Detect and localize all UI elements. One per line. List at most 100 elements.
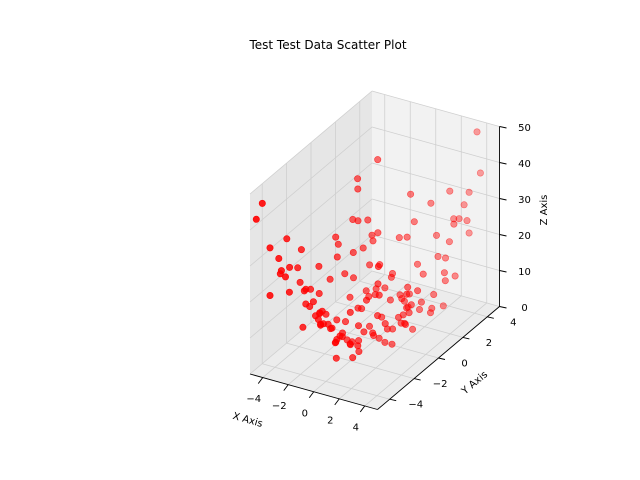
data-point	[410, 218, 418, 226]
data-point	[299, 323, 307, 331]
data-point	[266, 291, 274, 299]
z-tick	[499, 162, 507, 165]
data-point	[296, 278, 304, 286]
grid-line-z-back	[371, 198, 500, 235]
x-axis-label: X Axis	[231, 411, 264, 430]
data-point	[319, 320, 327, 328]
data-point	[417, 298, 425, 306]
z-tick	[499, 270, 507, 273]
z-axis-label: Z Axis	[539, 195, 550, 226]
data-point	[354, 322, 362, 330]
data-point	[465, 229, 473, 237]
data-point	[407, 190, 415, 198]
data-point	[359, 244, 367, 252]
data-point	[314, 315, 322, 323]
data-point	[450, 215, 458, 223]
data-point	[397, 319, 405, 327]
data-point	[441, 277, 449, 285]
data-point	[258, 199, 266, 207]
data-point	[315, 262, 323, 270]
data-point	[414, 287, 422, 295]
y-tick	[413, 378, 421, 381]
data-point	[381, 284, 389, 292]
data-point	[332, 233, 340, 241]
data-point	[294, 264, 302, 272]
data-point	[297, 246, 305, 254]
y-tick-label: −2	[433, 379, 448, 390]
data-point	[346, 341, 354, 349]
grid-line-z-back	[371, 90, 500, 127]
data-point	[281, 273, 289, 281]
x-tick	[334, 398, 340, 406]
data-point	[375, 291, 383, 299]
data-point	[465, 188, 473, 196]
data-point	[432, 231, 440, 239]
z-tick	[499, 306, 507, 309]
data-point	[374, 262, 382, 270]
data-point	[455, 215, 463, 223]
data-point	[349, 216, 357, 224]
data-point	[333, 253, 341, 261]
data-point	[354, 342, 362, 350]
z-tick-label: 30	[518, 195, 531, 206]
data-point	[419, 270, 427, 278]
data-point	[369, 237, 377, 245]
data-point	[387, 273, 395, 281]
x-tick	[283, 384, 289, 391]
data-point	[354, 304, 362, 312]
data-point	[326, 275, 334, 283]
data-point	[309, 298, 317, 306]
data-point	[368, 231, 376, 239]
data-point	[415, 305, 423, 313]
y-tick	[462, 336, 470, 340]
data-point	[334, 240, 342, 248]
y-tick	[389, 398, 397, 402]
data-point	[355, 347, 363, 355]
data-point	[315, 289, 323, 297]
data-point	[349, 274, 357, 282]
y-tick-label: 2	[486, 338, 492, 349]
z-tick-label: 40	[518, 159, 531, 170]
data-point	[403, 304, 411, 312]
x-tick-label: −2	[272, 401, 287, 412]
x-tick	[257, 377, 264, 384]
data-point	[439, 302, 447, 310]
data-point	[404, 283, 412, 291]
grid-line-z-side	[249, 198, 373, 303]
y-tick	[487, 316, 494, 319]
data-point	[266, 244, 274, 252]
z-tick-label: 50	[518, 123, 531, 134]
data-point	[365, 322, 373, 330]
z-tick	[499, 234, 507, 237]
y-tick-label: 0	[461, 359, 467, 370]
x-tick	[308, 391, 315, 399]
data-point	[473, 128, 481, 136]
z-tick	[499, 198, 507, 201]
z-tick-label: 10	[518, 267, 531, 278]
data-point	[476, 169, 484, 177]
data-point	[398, 295, 406, 303]
data-point	[354, 185, 362, 193]
data-point	[333, 316, 341, 324]
data-point	[336, 332, 344, 340]
grid-line-y-floor	[286, 342, 415, 379]
data-point	[374, 156, 382, 164]
data-point	[441, 254, 449, 262]
data-point	[349, 354, 357, 362]
data-point	[302, 285, 310, 293]
x-tick-label: 4	[353, 422, 359, 433]
grid-line-z-back	[371, 234, 500, 271]
data-point	[374, 312, 382, 320]
tick-marks	[257, 126, 507, 413]
x-tick-label: 0	[302, 408, 308, 419]
data-point	[285, 288, 293, 296]
data-point	[374, 280, 382, 288]
grid-line-z-side	[249, 90, 373, 195]
data-point	[388, 340, 396, 348]
data-point	[252, 215, 260, 223]
data-point	[381, 338, 389, 346]
data-point	[403, 233, 411, 241]
grid-lines	[249, 90, 500, 407]
z-tick-label: 0	[521, 303, 527, 314]
